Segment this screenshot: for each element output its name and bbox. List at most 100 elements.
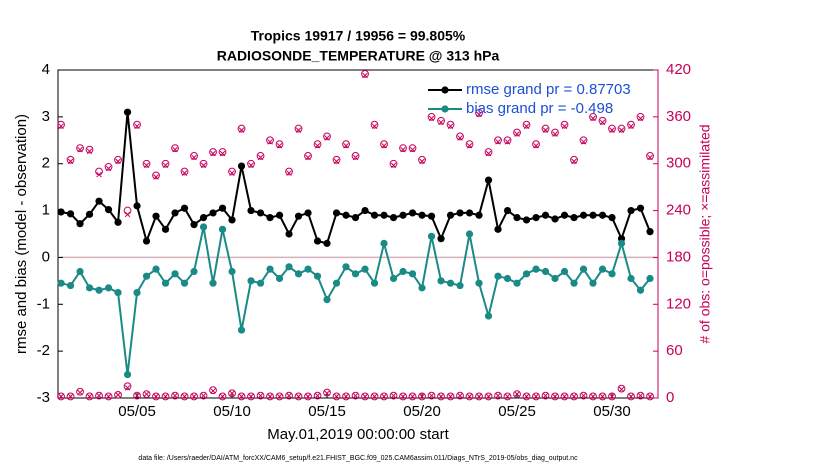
marker: [256, 279, 265, 287]
count-marker: [495, 139, 501, 145]
count-marker: [172, 392, 178, 399]
count-marker: [551, 128, 559, 137]
marker: [294, 270, 303, 278]
marker: [532, 265, 540, 273]
count-marker: [66, 392, 75, 401]
count-marker: [161, 392, 170, 401]
count-marker: [560, 120, 569, 129]
count-marker: [343, 142, 349, 149]
marker: [646, 274, 654, 283]
marker: [190, 267, 198, 276]
marker: [313, 237, 322, 245]
marker: [199, 223, 208, 231]
count-marker: [579, 136, 588, 145]
marker: [237, 162, 246, 170]
count-marker: [180, 392, 189, 401]
count-marker: [636, 391, 645, 400]
count-marker: [495, 392, 501, 399]
marker: [361, 265, 369, 273]
marker: [608, 214, 616, 222]
count-marker: [570, 392, 578, 401]
series-line: [60, 226, 651, 375]
count-marker: [542, 392, 549, 399]
marker: [285, 263, 293, 271]
count-marker: [465, 140, 474, 149]
marker: [76, 267, 84, 276]
marker: [152, 212, 160, 220]
marker: [427, 232, 436, 240]
count-marker: [305, 393, 311, 400]
count-marker: [95, 167, 103, 176]
count-marker: [599, 393, 606, 400]
count-marker: [123, 206, 132, 215]
count-marker: [181, 170, 188, 176]
count-marker: [171, 144, 179, 152]
count-marker: [104, 392, 113, 401]
count-marker: [446, 392, 455, 401]
marker: [551, 215, 559, 223]
marker: [446, 211, 455, 219]
marker: [180, 204, 189, 212]
count-marker: [342, 392, 350, 401]
marker: [570, 214, 578, 222]
count-marker: [457, 135, 463, 141]
marker: [104, 206, 113, 214]
count-marker: [400, 146, 406, 153]
count-marker: [210, 388, 216, 394]
count-marker: [361, 70, 369, 78]
marker: [199, 214, 208, 222]
count-marker: [210, 150, 216, 157]
count-marker: [286, 170, 292, 176]
marker: [342, 263, 350, 271]
marker: [427, 212, 436, 220]
count-marker: [180, 167, 189, 176]
marker: [171, 209, 179, 217]
count-marker: [579, 391, 588, 400]
count-marker: [342, 140, 350, 149]
count-marker: [95, 391, 103, 400]
count-marker: [608, 392, 616, 401]
count-marker: [209, 148, 217, 156]
count-marker: [438, 119, 444, 126]
count-marker: [219, 393, 226, 400]
count-marker: [191, 393, 197, 400]
count-marker: [628, 393, 634, 400]
count-marker: [362, 393, 368, 400]
count-marker: [647, 393, 653, 400]
y-tick-label: 2: [42, 155, 50, 172]
marker: [408, 270, 417, 278]
marker: [123, 370, 132, 379]
count-marker: [247, 159, 255, 168]
marker: [399, 211, 407, 219]
count-marker: [551, 392, 559, 401]
count-marker: [343, 393, 349, 400]
plot-area: [57, 69, 659, 399]
marker: [76, 220, 84, 228]
count-marker: [96, 392, 102, 399]
count-marker: [609, 127, 615, 133]
count-marker: [446, 120, 455, 129]
marker: [247, 206, 255, 215]
marker: [66, 281, 75, 290]
count-marker: [238, 127, 245, 133]
count-marker: [257, 154, 264, 161]
count-marker: [332, 155, 341, 164]
marker: [513, 214, 521, 222]
marker: [275, 211, 284, 219]
marker: [247, 277, 255, 285]
marker: [323, 239, 331, 247]
count-marker: [134, 123, 140, 129]
marker: [589, 211, 597, 219]
count-marker: [399, 144, 407, 152]
count-marker: [238, 393, 245, 400]
count-marker: [571, 158, 577, 165]
count-marker: [371, 123, 378, 129]
marker: [456, 209, 464, 217]
marker: [66, 210, 75, 218]
y2-tick-label: 180: [666, 248, 691, 265]
count-marker: [199, 159, 208, 168]
count-marker: [513, 390, 521, 398]
count-marker: [200, 162, 207, 169]
marker: [57, 279, 65, 287]
